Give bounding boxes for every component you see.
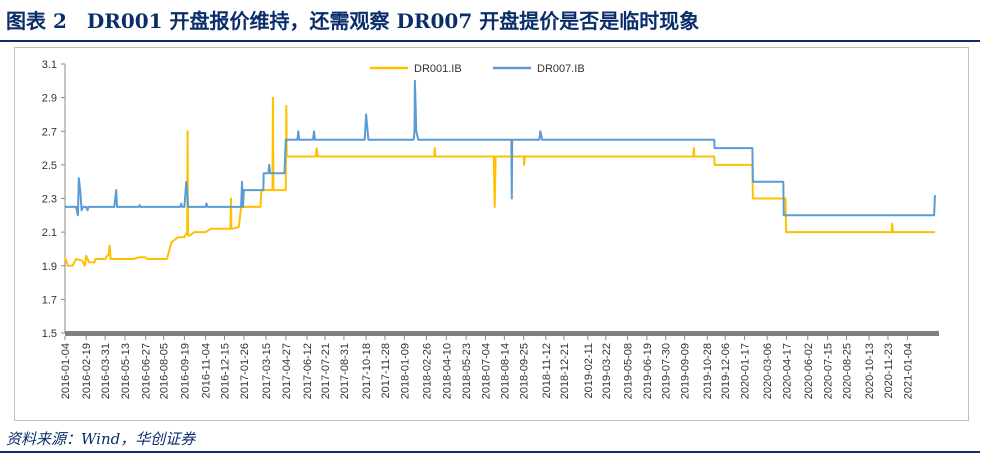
y-tick-label: 1.5 <box>42 328 57 340</box>
x-tick-label: 2017-03-15 <box>261 343 273 399</box>
x-tick-label: 2018-01-09 <box>399 343 411 399</box>
x-tick-label: 2017-01-26 <box>239 343 251 399</box>
x-tick-label: 2018-12-21 <box>559 343 571 399</box>
figure-header: 图表 2 DR001 开盘报价维持，还需观察 DR007 开盘提价是否是临时现象 <box>0 0 982 42</box>
figure-title: 图表 2 DR001 开盘报价维持，还需观察 DR007 开盘提价是否是临时现象 <box>6 9 700 33</box>
chart-legend: DR001.IB DR007.IB <box>370 63 585 75</box>
title-divider <box>0 40 980 42</box>
x-axis-line <box>65 331 939 336</box>
legend-label: DR007.IB <box>537 63 585 75</box>
x-tick-label: 2020-08-25 <box>841 343 853 399</box>
y-tick-label: 3.1 <box>42 59 57 71</box>
x-tick-label: 2018-11-12 <box>541 343 553 398</box>
x-tick-label: 2017-07-21 <box>320 343 332 399</box>
x-tick-label: 2016-03-31 <box>100 343 112 399</box>
x-tick-label: 2016-01-04 <box>60 343 72 399</box>
x-tick-label: 2019-05-08 <box>622 343 634 399</box>
y-tick-label: 2.3 <box>42 194 57 206</box>
x-tick-label: 2018-02-26 <box>421 343 433 399</box>
line-chart: 1.5 1.7 1.9 2.1 2.3 2.5 2.7 2.9 3.1 2016-01-04 201… <box>42 59 939 399</box>
y-tick-label: 2.5 <box>42 160 57 172</box>
x-tick-label: 2019-06-19 <box>642 343 654 399</box>
chart-axes: 1.5 1.7 1.9 2.1 2.3 2.5 2.7 2.9 3.1 2016-01-04 201… <box>42 59 939 399</box>
x-tick-label: 2016-08-05 <box>159 343 171 399</box>
x-tick-label: 2017-04-27 <box>281 343 293 399</box>
x-tick-label: 2019-07-30 <box>661 343 673 399</box>
x-tick-label: 2016-11-04 <box>201 343 213 398</box>
x-tick-label: 2019-12-06 <box>720 343 732 399</box>
x-tick-label: 2020-11-23 <box>883 343 895 398</box>
y-tick-label: 2.1 <box>42 227 57 239</box>
series-line-dr001-ib <box>64 96 935 267</box>
x-tick-label: 2019-09-09 <box>680 343 692 399</box>
x-tick-label: 2018-07-04 <box>480 343 492 399</box>
y-tick-label: 2.9 <box>42 93 57 105</box>
chart-frame: 1.5 1.7 1.9 2.1 2.3 2.5 2.7 2.9 3.1 2016-01-04 201… <box>14 47 969 421</box>
x-tick-label: 2017-06-12 <box>302 343 314 399</box>
x-tick-label: 2020-06-02 <box>803 343 815 399</box>
y-tick-label: 1.9 <box>42 261 57 273</box>
series-layer <box>64 79 936 267</box>
x-tick-label: 2016-12-15 <box>220 343 232 399</box>
x-tick-label: 2018-09-25 <box>519 343 531 399</box>
x-tick-label: 2016-09-19 <box>179 343 191 399</box>
x-tick-label: 2019-02-11 <box>583 343 595 398</box>
data-source-note: 资料来源：Wind，华创证券 <box>6 430 196 448</box>
y-tick-label: 2.7 <box>42 126 57 138</box>
x-tick-label: 2019-10-28 <box>702 343 714 399</box>
x-tick-label: 2020-04-17 <box>782 343 794 399</box>
x-tick-label: 2020-03-06 <box>762 343 774 399</box>
x-tick-label: 2019-03-22 <box>601 343 613 399</box>
x-tick-label: 2021-01-04 <box>902 343 914 399</box>
x-tick-label: 2018-08-14 <box>499 343 511 399</box>
x-tick-label: 2017-10-18 <box>361 343 373 399</box>
x-tick-label: 2016-02-19 <box>81 343 93 399</box>
x-tick-label: 2017-11-28 <box>380 343 392 398</box>
x-tick-label: 2020-07-15 <box>823 343 835 399</box>
series-line-dr007-ib <box>65 79 936 217</box>
x-tick-label: 2020-01-17 <box>740 343 752 399</box>
x-tick-label: 2017-08-31 <box>339 343 351 399</box>
legend-label: DR001.IB <box>414 63 462 75</box>
y-tick-label: 1.7 <box>42 294 57 306</box>
bottom-divider <box>0 451 980 453</box>
x-tick-label: 2018-05-23 <box>461 343 473 399</box>
x-tick-label: 2018-04-10 <box>441 343 453 399</box>
x-tick-label: 2016-05-13 <box>120 343 132 399</box>
x-tick-label: 2020-10-13 <box>864 343 876 399</box>
x-tick-label: 2016-06-27 <box>141 343 153 399</box>
